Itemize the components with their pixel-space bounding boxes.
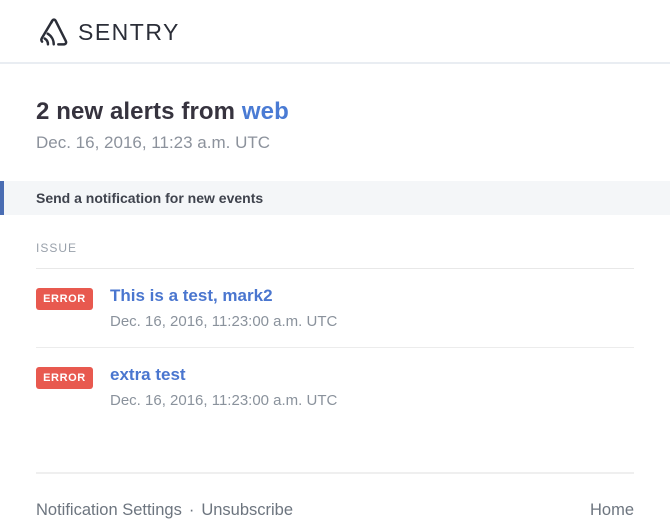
page-title: 2 new alerts from web: [36, 98, 634, 126]
title-text: 2 new alerts from: [36, 98, 242, 125]
brand-wordmark: SENTRY: [78, 18, 180, 45]
footer-divider: [36, 472, 634, 474]
issue-title-link[interactable]: extra test: [110, 365, 186, 384]
sentry-logo-link[interactable]: SENTRY: [36, 17, 180, 47]
project-link[interactable]: web: [241, 98, 289, 125]
issue-body: extra test Dec. 16, 2016, 11:23:00 a.m. …: [110, 365, 337, 409]
alert-timestamp: Dec. 16, 2016, 11:23 a.m. UTC: [36, 133, 271, 152]
notification-settings-link[interactable]: Notification Settings: [36, 501, 182, 519]
issue-title-link[interactable]: This is a test, mark2: [110, 286, 273, 305]
issue-body: This is a test, mark2 Dec. 16, 2016, 11:…: [110, 286, 337, 330]
issue-row: ERROR extra test Dec. 16, 2016, 11:23:00…: [36, 348, 634, 426]
issue-row: ERROR This is a test, mark2 Dec. 16, 201…: [36, 269, 634, 348]
alert-rule-label: Send a notification for new events: [36, 190, 264, 206]
issue-list: ISSUE ERROR This is a test, mark2 Dec. 1…: [0, 241, 670, 426]
footer-links: Notification Settings · Unsubscribe: [36, 501, 293, 520]
issue-timestamp: Dec. 16, 2016, 11:23:00 a.m. UTC: [110, 313, 338, 330]
issue-timestamp: Dec. 16, 2016, 11:23:00 a.m. UTC: [110, 392, 338, 409]
alert-rule-bar: Send a notification for new events: [0, 181, 670, 215]
error-level-badge: ERROR: [36, 367, 93, 389]
home-link[interactable]: Home: [589, 501, 634, 519]
footer-separator: ·: [188, 501, 195, 519]
issue-column-header: ISSUE: [36, 241, 634, 269]
email-header: SENTRY: [0, 0, 670, 64]
email-footer: Notification Settings · Unsubscribe Home: [0, 474, 670, 520]
sentry-logo-icon: [36, 17, 69, 47]
unsubscribe-link[interactable]: Unsubscribe: [201, 501, 294, 519]
error-level-badge: ERROR: [36, 288, 93, 310]
title-block: 2 new alerts from web Dec. 16, 2016, 11:…: [0, 64, 670, 153]
